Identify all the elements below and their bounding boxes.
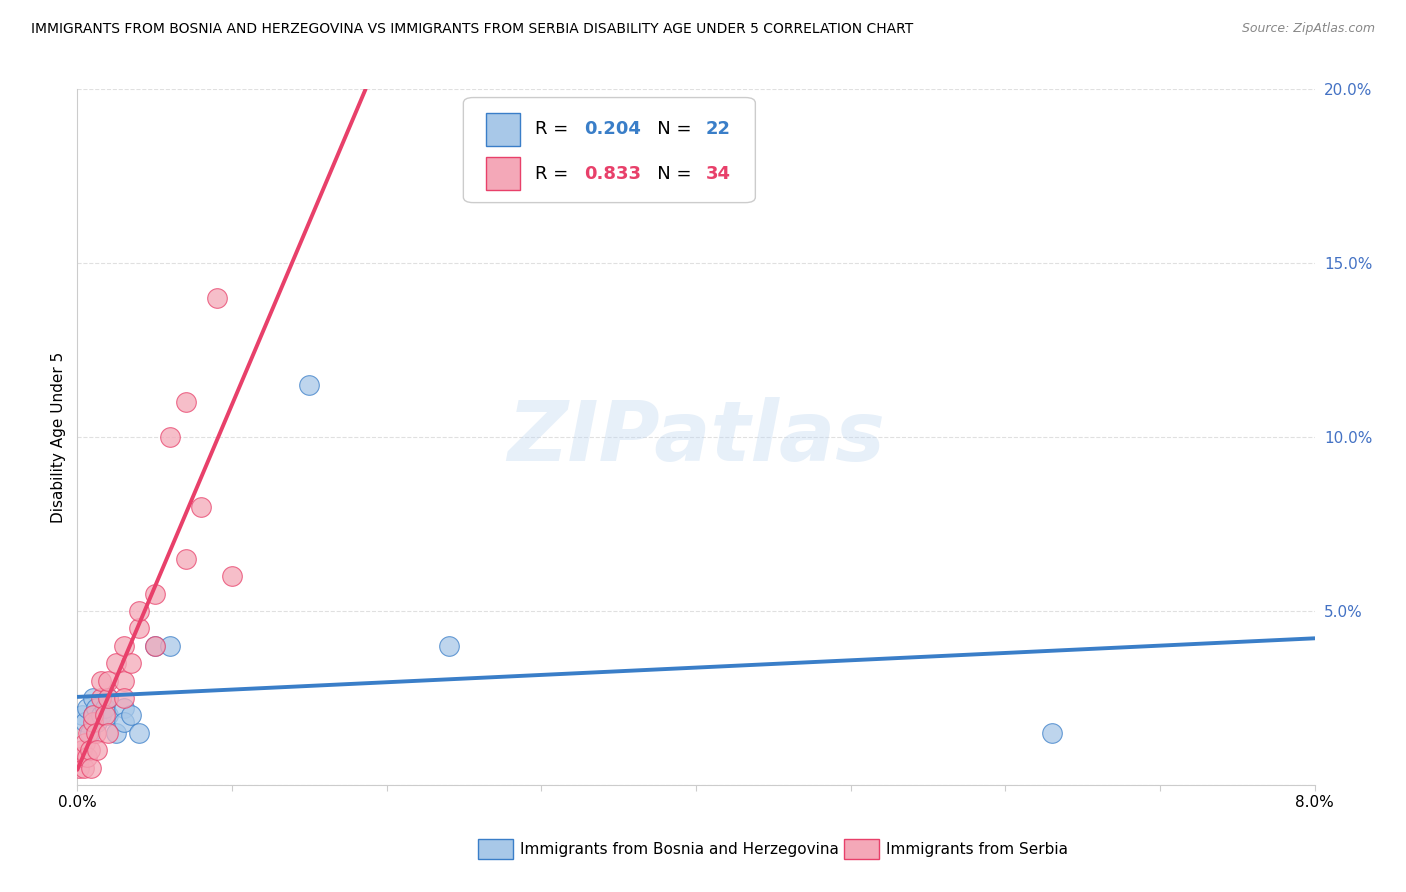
Point (128, 621, 150, 635)
Point (82, 708, 104, 723)
Point (143, 639, 166, 653)
Point (80, 760, 103, 774)
Y-axis label: Disability Age Under 5: Disability Age Under 5 (51, 351, 66, 523)
Point (75, 736, 96, 750)
Point (84, 701, 107, 715)
Point (94, 701, 117, 715)
Text: R =: R = (536, 164, 574, 183)
Point (221, 569, 243, 583)
Point (97, 673, 120, 688)
Point (76, 750, 98, 764)
Text: ZIPatlas: ZIPatlas (508, 397, 884, 477)
Text: Immigrants from Bosnia and Herzegovina: Immigrants from Bosnia and Herzegovina (520, 842, 839, 856)
Point (72, 760, 94, 774)
Point (298, 377, 321, 392)
Text: Immigrants from Serbia: Immigrants from Serbia (886, 842, 1067, 856)
Point (67, 760, 90, 774)
Point (82, 715, 104, 730)
Point (79, 726, 101, 740)
Point (112, 690, 135, 705)
Point (112, 639, 135, 653)
Point (128, 726, 150, 740)
Point (190, 500, 212, 514)
Point (143, 587, 166, 601)
Text: R =: R = (536, 120, 574, 138)
Point (69, 750, 91, 764)
Point (77, 726, 100, 740)
Point (97, 690, 120, 705)
Point (94, 708, 117, 723)
Text: Source: ZipAtlas.com: Source: ZipAtlas.com (1241, 22, 1375, 36)
Point (121, 708, 143, 723)
Point (79, 743, 101, 757)
Point (90, 690, 112, 705)
Text: 0.833: 0.833 (585, 164, 641, 183)
Point (75, 715, 96, 730)
Point (90, 673, 112, 688)
Point (121, 657, 143, 671)
Text: N =: N = (640, 164, 697, 183)
Text: IMMIGRANTS FROM BOSNIA AND HERZEGOVINA VS IMMIGRANTS FROM SERBIA DISABILITY AGE : IMMIGRANTS FROM BOSNIA AND HERZEGOVINA V… (31, 22, 912, 37)
Bar (485, 112, 520, 146)
Point (97, 726, 120, 740)
Point (76, 701, 98, 715)
Point (82, 708, 104, 723)
Point (70, 708, 93, 723)
Point (112, 715, 135, 730)
Point (70, 743, 93, 757)
Point (86, 743, 108, 757)
Text: N =: N = (640, 120, 697, 138)
Point (174, 551, 197, 566)
Point (128, 604, 150, 618)
Point (112, 701, 135, 715)
Point (1040, 726, 1063, 740)
Point (84, 726, 107, 740)
Bar (485, 157, 520, 190)
Point (143, 639, 166, 653)
Text: 0.204: 0.204 (585, 120, 641, 138)
Point (105, 726, 127, 740)
Point (90, 708, 112, 723)
Point (159, 639, 181, 653)
Point (437, 639, 460, 653)
Text: 34: 34 (706, 164, 731, 183)
Point (105, 657, 127, 671)
Point (174, 395, 197, 409)
Point (112, 673, 135, 688)
Point (82, 690, 104, 705)
Point (97, 690, 120, 705)
Point (97, 708, 120, 723)
Point (159, 430, 181, 444)
Point (86, 715, 108, 730)
FancyBboxPatch shape (464, 97, 755, 202)
Text: 22: 22 (706, 120, 731, 138)
Point (205, 291, 228, 305)
